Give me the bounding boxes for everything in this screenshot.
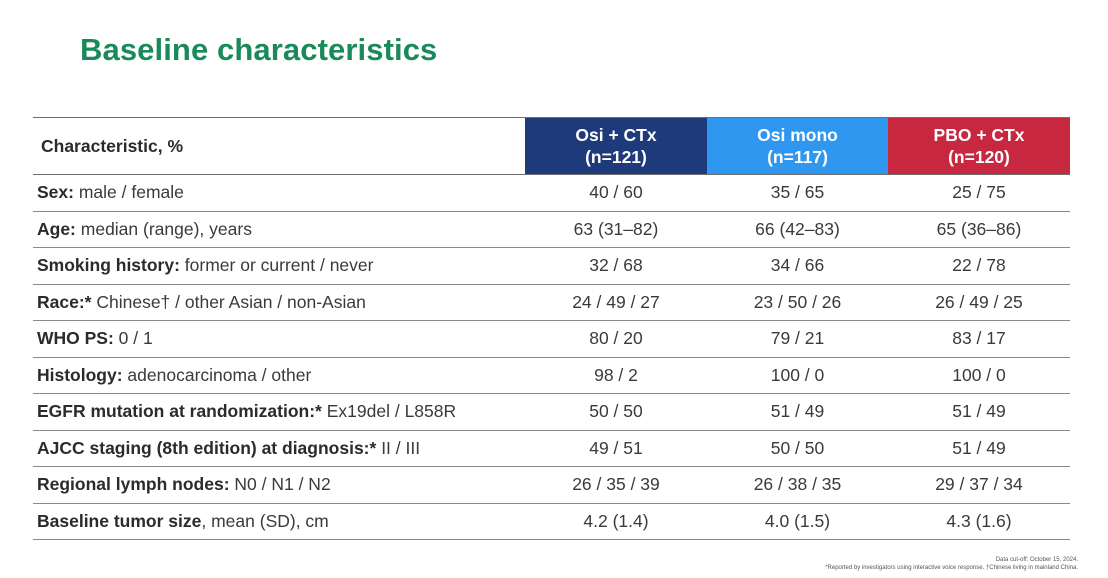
row-label: EGFR mutation at randomization:* Ex19del… xyxy=(33,393,525,431)
row-label-bold: Regional lymph nodes: xyxy=(37,474,230,495)
table-row: Sex: male / female 40 / 60 35 / 65 25 / 75 xyxy=(33,174,1070,212)
row-label-bold: WHO PS: xyxy=(37,328,114,349)
row-label: Race:* Chinese† / other Asian / non-Asia… xyxy=(33,284,525,321)
row-label: Histology: adenocarcinoma / other xyxy=(33,357,525,394)
row-label: Regional lymph nodes: N0 / N1 / N2 xyxy=(33,466,525,504)
row-label-detail: adenocarcinoma / other xyxy=(122,364,312,385)
row-label: AJCC staging (8th edition) at diagnosis:… xyxy=(33,430,525,467)
row-label-detail: N0 / N1 / N2 xyxy=(229,474,331,495)
row-label-bold: Histology: xyxy=(37,364,123,385)
table-row: Baseline tumor size, mean (SD), cm 4.2 (1… xyxy=(33,503,1070,540)
cell-value: 23 / 50 / 26 xyxy=(707,284,888,321)
cell-value: 51 / 49 xyxy=(888,430,1070,467)
table-row: Age: median (range), years 63 (31–82) 66 (… xyxy=(33,211,1070,248)
cell-value: 79 / 21 xyxy=(707,320,888,358)
row-label: Smoking history: former or current / nev… xyxy=(33,247,525,285)
cell-value: 100 / 0 xyxy=(888,357,1070,394)
cell-value: 50 / 50 xyxy=(525,393,707,431)
cell-value: 100 / 0 xyxy=(707,357,888,394)
page-title: Baseline characteristics xyxy=(80,32,438,67)
cell-value: 26 / 49 / 25 xyxy=(888,284,1070,321)
table-body: Sex: male / female 40 / 60 35 / 65 25 / 75 A… xyxy=(33,174,1070,540)
cell-value: 26 / 35 / 39 xyxy=(525,466,707,504)
row-label: Age: median (range), years xyxy=(33,211,525,248)
cell-value: 40 / 60 xyxy=(525,174,707,212)
row-label: Sex: male / female xyxy=(33,174,525,212)
table-row: Regional lymph nodes: N0 / N1 / N2 26 / 3… xyxy=(33,466,1070,504)
cell-value: 66 (42–83) xyxy=(707,211,888,248)
row-label-bold: Race:* xyxy=(37,291,92,312)
cell-value: 51 / 49 xyxy=(707,393,888,431)
cell-value: 4.2 (1.4) xyxy=(525,503,707,540)
arm-header-osi-mono: Osi mono (n=117) xyxy=(707,117,888,175)
data-cutoff-note: Data cut-off: October 15, 2024. xyxy=(995,557,1078,563)
arm-n: (n=120) xyxy=(948,147,1010,167)
row-label-bold: EGFR mutation at randomization:* xyxy=(37,401,322,422)
cell-value: 26 / 38 / 35 xyxy=(707,466,888,504)
table-row: WHO PS: 0 / 1 80 / 20 79 / 21 83 / 17 xyxy=(33,320,1070,358)
row-label-detail: , mean (SD), cm xyxy=(201,510,329,531)
arm-name: PBO + CTx xyxy=(933,125,1025,145)
row-label: Baseline tumor size, mean (SD), cm xyxy=(33,503,525,540)
table-row: Race:* Chinese† / other Asian / non-Asia… xyxy=(33,284,1070,321)
cell-value: 4.3 (1.6) xyxy=(888,503,1070,540)
row-label-detail: median (range), years xyxy=(75,218,252,239)
cell-value: 63 (31–82) xyxy=(525,211,707,248)
footnote-text: *Reported by investigators using interac… xyxy=(825,565,1078,571)
cell-value: 65 (36–86) xyxy=(888,211,1070,248)
row-label-bold: Smoking history: xyxy=(37,255,180,276)
table-row: Smoking history: former or current / nev… xyxy=(33,247,1070,285)
cell-value: 34 / 66 xyxy=(707,247,888,285)
arm-header-pbo-ctx: PBO + CTx (n=120) xyxy=(888,117,1070,175)
cell-value: 22 / 78 xyxy=(888,247,1070,285)
arm-n: (n=121) xyxy=(585,147,647,167)
cell-value: 80 / 20 xyxy=(525,320,707,358)
row-label-bold: AJCC staging (8th edition) at diagnosis:… xyxy=(37,437,377,458)
row-label-detail: male / female xyxy=(73,182,184,203)
cell-value: 35 / 65 xyxy=(707,174,888,212)
row-label-bold: Baseline tumor size xyxy=(37,510,202,531)
cell-value: 32 / 68 xyxy=(525,247,707,285)
table-row: AJCC staging (8th edition) at diagnosis:… xyxy=(33,430,1070,467)
cell-value: 29 / 37 / 34 xyxy=(888,466,1070,504)
row-label-detail: Chinese† / other Asian / non-Asian xyxy=(91,291,366,312)
row-label-detail: former or current / never xyxy=(179,255,374,276)
footnotes: Data cut-off: October 15, 2024. *Reporte… xyxy=(825,556,1078,572)
cell-value: 98 / 2 xyxy=(525,357,707,394)
cell-value: 25 / 75 xyxy=(888,174,1070,212)
cell-value: 49 / 51 xyxy=(525,430,707,467)
row-label-bold: Age: xyxy=(37,218,76,239)
arm-name: Osi mono xyxy=(757,125,838,145)
cell-value: 83 / 17 xyxy=(888,320,1070,358)
table-header-row: Characteristic, % Osi + CTx (n=121) Osi … xyxy=(33,117,1070,175)
baseline-characteristics-table: Characteristic, % Osi + CTx (n=121) Osi … xyxy=(33,117,1070,540)
table-row: EGFR mutation at randomization:* Ex19del… xyxy=(33,393,1070,431)
arm-name: Osi + CTx xyxy=(575,125,657,145)
row-label-detail: Ex19del / L858R xyxy=(321,401,457,422)
cell-value: 4.0 (1.5) xyxy=(707,503,888,540)
row-label: WHO PS: 0 / 1 xyxy=(33,320,525,358)
arm-n: (n=117) xyxy=(767,147,828,167)
arm-header-osi-ctx: Osi + CTx (n=121) xyxy=(525,117,707,175)
row-label-bold: Sex: xyxy=(37,182,74,203)
cell-value: 50 / 50 xyxy=(707,430,888,467)
cell-value: 24 / 49 / 27 xyxy=(525,284,707,321)
row-label-detail: II / III xyxy=(376,437,421,458)
row-label-detail: 0 / 1 xyxy=(113,328,153,349)
cell-value: 51 / 49 xyxy=(888,393,1070,431)
characteristic-column-header: Characteristic, % xyxy=(33,117,525,175)
